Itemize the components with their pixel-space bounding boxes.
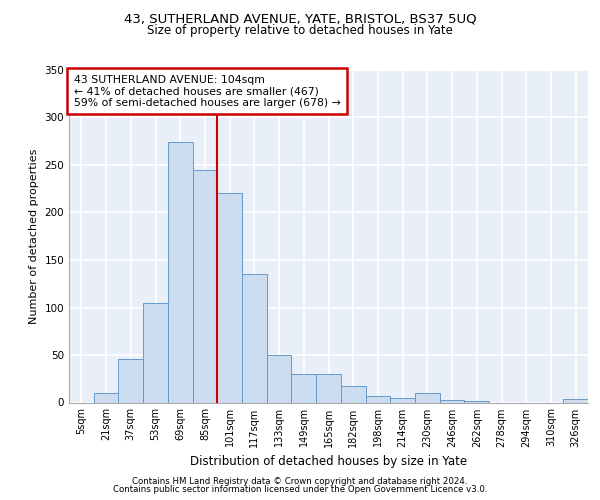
Bar (217, 194, 242, 402)
Bar (292, 374, 316, 402)
Y-axis label: Number of detached properties: Number of detached properties (29, 148, 39, 324)
Bar (143, 302, 168, 402)
Bar (118, 359, 143, 403)
Text: 43, SUTHERLAND AVENUE, YATE, BRISTOL, BS37 5UQ: 43, SUTHERLAND AVENUE, YATE, BRISTOL, BS… (124, 12, 476, 26)
Bar (341, 386, 365, 402)
Text: 43 SUTHERLAND AVENUE: 104sqm
← 41% of detached houses are smaller (467)
59% of s: 43 SUTHERLAND AVENUE: 104sqm ← 41% of de… (74, 74, 341, 108)
Bar (390, 398, 415, 402)
Bar (440, 400, 464, 402)
Bar (242, 274, 267, 402)
Text: Contains public sector information licensed under the Open Government Licence v3: Contains public sector information licen… (113, 485, 487, 494)
Text: Size of property relative to detached houses in Yate: Size of property relative to detached ho… (147, 24, 453, 37)
Bar (415, 393, 440, 402)
X-axis label: Distribution of detached houses by size in Yate: Distribution of detached houses by size … (190, 455, 467, 468)
Bar (267, 355, 292, 403)
Bar (94, 393, 118, 402)
Bar (464, 400, 489, 402)
Bar (365, 396, 390, 402)
Bar (316, 374, 341, 402)
Bar (193, 170, 217, 402)
Bar (168, 142, 193, 403)
Text: Contains HM Land Registry data © Crown copyright and database right 2024.: Contains HM Land Registry data © Crown c… (132, 477, 468, 486)
Bar (563, 398, 588, 402)
